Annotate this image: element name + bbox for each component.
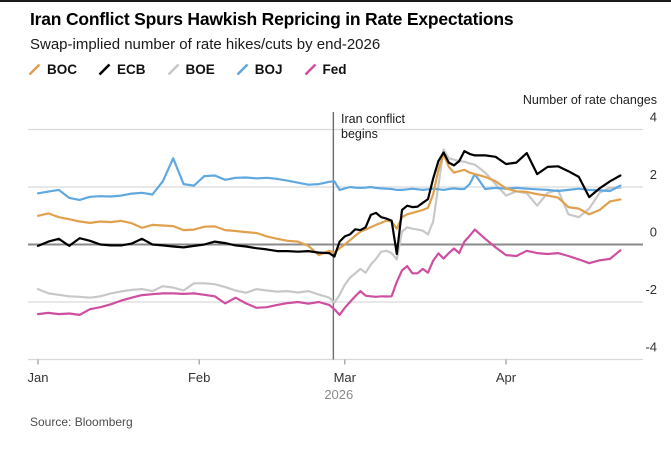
legend-label: BOE bbox=[185, 62, 215, 77]
legend: BOC ECB BOE BOJ Fed bbox=[28, 62, 347, 77]
legend-item-ecb: ECB bbox=[98, 62, 146, 77]
event-annotation: Iran conflict begins bbox=[341, 112, 405, 142]
y-tick-label: -4 bbox=[645, 340, 657, 355]
x-tick-label: Feb bbox=[188, 370, 210, 385]
series-line-boe bbox=[36, 148, 622, 304]
series-line-boj bbox=[36, 157, 622, 201]
y-axis-unit-label: Number of rate changes bbox=[522, 93, 657, 107]
x-tick-label: Apr bbox=[496, 370, 517, 385]
legend-item-boe: BOE bbox=[167, 62, 215, 77]
year-label: 2026 bbox=[324, 387, 353, 402]
top-border-rule bbox=[0, 0, 671, 2]
line-swatch-icon bbox=[236, 63, 249, 76]
y-tick-label: 2 bbox=[650, 167, 657, 182]
y-tick-label: 0 bbox=[650, 225, 657, 240]
line-swatch-icon bbox=[28, 63, 41, 76]
event-annotation-line1: Iran conflict bbox=[341, 112, 405, 126]
x-tick-label: Mar bbox=[334, 370, 357, 385]
source-note: Source: Bloomberg bbox=[30, 415, 133, 429]
legend-label: BOJ bbox=[254, 62, 283, 77]
legend-item-fed: Fed bbox=[304, 62, 347, 77]
chart-title: Iran Conflict Spurs Hawkish Repricing in… bbox=[30, 9, 514, 29]
line-swatch-icon bbox=[98, 63, 111, 76]
series-line-boc bbox=[36, 152, 622, 257]
legend-item-boc: BOC bbox=[28, 62, 77, 77]
y-tick-label: 4 bbox=[650, 110, 657, 125]
line-swatch-icon bbox=[167, 63, 179, 76]
series-line-fed bbox=[36, 228, 622, 316]
series-line-ecb bbox=[36, 150, 622, 258]
legend-label: BOC bbox=[47, 62, 77, 77]
legend-label: Fed bbox=[322, 62, 347, 77]
y-tick-label: -2 bbox=[645, 282, 657, 297]
x-tick-label: Jan bbox=[28, 370, 49, 385]
chart-subtitle: Swap-implied number of rate hikes/cuts b… bbox=[30, 36, 381, 53]
legend-label: ECB bbox=[117, 62, 146, 77]
line-swatch-icon bbox=[304, 63, 316, 76]
legend-item-boj: BOJ bbox=[236, 62, 283, 77]
event-annotation-line2: begins bbox=[341, 127, 378, 141]
